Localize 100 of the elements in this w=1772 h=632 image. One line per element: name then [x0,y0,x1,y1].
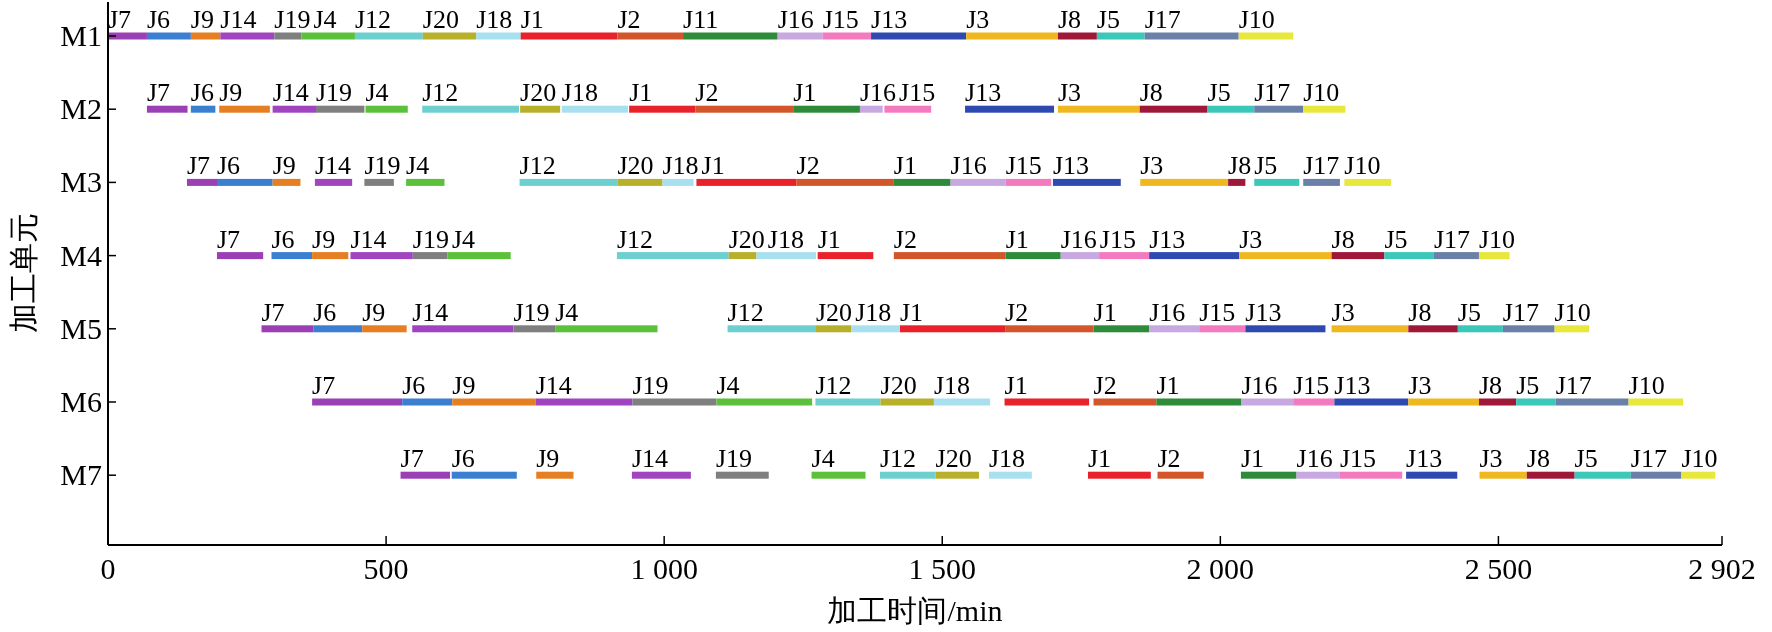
data-label: J18 [561,78,598,108]
data-label: J15 [1293,371,1330,400]
data-label: J1 [1240,444,1265,474]
data-label: J12 [354,5,392,34]
bar [893,178,951,186]
bar [108,32,147,40]
x-tick-label: 0 [100,552,116,585]
bar [1384,252,1434,260]
data-label: J11 [683,5,719,34]
bar [756,252,816,260]
bar [1228,178,1246,186]
data-label: J7 [108,5,132,34]
bar [777,32,823,40]
bar [1057,32,1097,40]
bar [354,32,423,40]
bar [1526,471,1575,479]
bar [186,178,218,186]
data-label: J5 [1574,444,1598,474]
data-label: J9 [219,78,243,108]
data-label: J6 [271,224,295,254]
bar [1005,325,1094,333]
bar [217,178,273,186]
bar [555,325,658,333]
bar [1681,471,1716,479]
bar [190,105,216,113]
data-label: J16 [1149,297,1186,327]
bar [616,252,729,260]
data-label: J1 [520,5,544,34]
bar [406,178,445,186]
data-label: J9 [272,151,296,181]
data-label: J10 [1303,78,1340,108]
bar [822,32,872,40]
data-label: J6 [451,444,475,474]
data-label: J20 [935,444,972,474]
bar [1478,252,1510,260]
data-label: J14 [220,5,257,34]
data-label: J8 [1526,444,1550,474]
bar [561,105,629,113]
bar [314,178,353,186]
x-tick-label: 2 500 [1464,552,1533,585]
data-label: J13 [1334,371,1371,400]
data-label: J1 [893,151,917,181]
data-label: J18 [767,224,804,254]
bar [316,105,365,113]
data-label: J6 [146,5,171,34]
data-label: J4 [451,224,476,254]
data-label: J7 [186,151,211,181]
data-label: J14 [350,224,387,254]
data-label: J2 [1093,371,1117,400]
data-label: J6 [190,78,214,108]
data-label: J10 [1554,297,1591,327]
data-label: J19 [715,444,753,474]
bar [1331,252,1385,260]
bar [1502,325,1555,333]
data-label: J2 [893,224,917,254]
y-tick-label: M2 [60,92,102,126]
data-label: J4 [406,151,430,181]
data-label: J19 [364,151,401,181]
bar [261,325,314,333]
data-label: J20 [880,371,917,400]
bar [796,178,894,186]
bar [362,325,407,333]
bar [817,252,874,260]
bar [1239,252,1332,260]
bar [683,32,778,40]
data-label: J1 [1156,371,1180,400]
data-label: J17 [1433,224,1471,254]
data-label: J16 [1296,444,1333,474]
bar [859,105,883,113]
data-label: J13 [965,78,1002,108]
data-label: J6 [217,151,241,181]
bar [271,252,313,260]
data-label: J17 [1144,5,1181,34]
data-label: J19 [513,297,550,327]
data-label: J9 [190,5,214,34]
data-label: J19 [316,78,353,108]
data-label: J14 [412,297,449,327]
bar [272,178,301,186]
data-label: J7 [400,444,424,474]
data-label: J4 [555,297,579,327]
bar [988,471,1032,479]
bar [1433,252,1479,260]
bar [1052,178,1121,186]
data-label: J8 [1331,224,1355,254]
bar [447,252,511,260]
data-label: J19 [274,5,311,34]
bar [520,105,561,113]
data-label: J20 [520,78,557,108]
bar [1139,105,1208,113]
data-label: J3 [1479,444,1503,474]
data-label: J16 [1060,224,1097,254]
bar [879,471,936,479]
bar [402,398,453,406]
bar [1096,32,1145,40]
data-label: J7 [312,371,336,400]
data-label: J1 [629,78,653,108]
bar [1240,471,1297,479]
bar [1331,325,1409,333]
bar [452,398,536,406]
data-label: J2 [617,5,641,34]
